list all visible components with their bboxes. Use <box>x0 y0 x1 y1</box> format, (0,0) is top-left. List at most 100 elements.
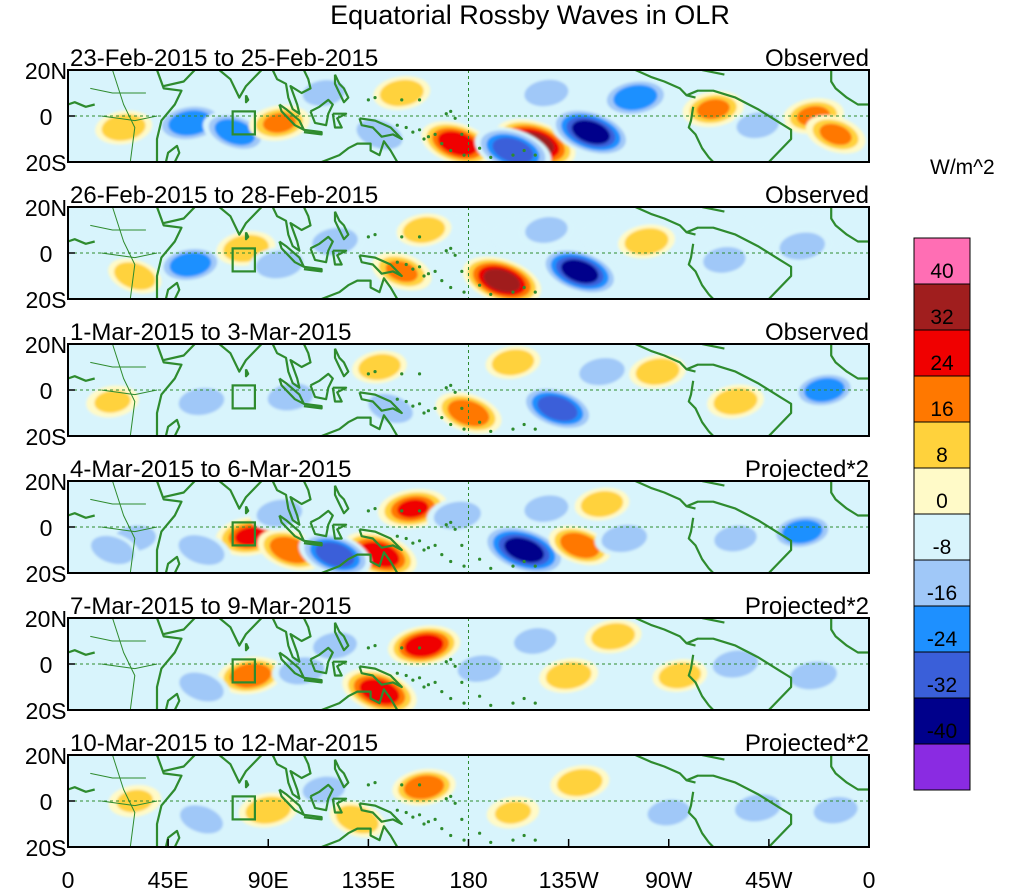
island <box>449 833 453 838</box>
colorbar-box <box>913 559 971 607</box>
coastline <box>164 418 181 436</box>
anomaly-12 <box>594 521 654 556</box>
coastline <box>333 348 350 378</box>
coastline <box>830 207 869 243</box>
island <box>440 690 444 694</box>
panel-label: Projected*2 <box>745 730 869 757</box>
coastline <box>164 555 181 573</box>
coastline <box>218 344 263 373</box>
x-axis: 0 45E 90E 135E 180 135W 90W 45W 0 <box>62 839 875 890</box>
anomaly-contour <box>543 399 572 418</box>
country-border <box>101 252 158 259</box>
island <box>444 797 448 801</box>
coastline <box>163 481 196 499</box>
coastline <box>686 637 793 710</box>
island <box>478 283 482 287</box>
y-tick-label: 20N <box>25 195 67 221</box>
island <box>489 429 493 433</box>
background-anomaly <box>579 660 670 705</box>
index-box <box>231 247 256 273</box>
island <box>417 402 422 406</box>
island <box>462 838 466 842</box>
island <box>433 269 437 273</box>
index-box <box>231 521 256 547</box>
island <box>440 553 444 557</box>
island <box>449 422 453 427</box>
colorbar-tick-label: 32 <box>930 306 953 329</box>
coastline <box>218 481 263 510</box>
country-border <box>90 361 146 368</box>
island <box>533 838 537 842</box>
coastlines <box>68 207 869 299</box>
coastline <box>271 344 312 389</box>
country-border <box>101 526 158 533</box>
anomaly-contour <box>120 266 150 286</box>
coastline <box>686 363 793 436</box>
coastline <box>303 128 323 136</box>
anomaly-5 <box>248 246 310 283</box>
anomaly-9 <box>426 497 488 534</box>
island <box>440 827 444 831</box>
y-tick-label: 0 <box>40 378 53 404</box>
coastline <box>68 101 95 108</box>
anomaly-contour <box>220 122 250 142</box>
island <box>460 269 464 273</box>
anomaly-contour <box>440 505 474 526</box>
index-box <box>231 110 256 136</box>
coastline <box>163 344 196 362</box>
coastline <box>686 226 793 299</box>
coastline <box>830 344 869 380</box>
coastline <box>303 813 323 821</box>
panel-date-range: 23-Feb-2015 to 25-Feb-2015 <box>70 45 378 72</box>
y-tick-label: 20S <box>26 698 67 724</box>
anomaly-9 <box>519 213 574 247</box>
island <box>411 541 415 545</box>
anomaly-contour <box>252 800 285 820</box>
anomaly-8 <box>572 354 632 390</box>
coastline <box>68 238 95 245</box>
island <box>433 406 437 410</box>
island <box>417 265 422 269</box>
panel-5: 20N 0 20S 7-Mar-2015 to 9-Mar-2015 Projected… <box>25 593 870 724</box>
country-border <box>90 772 146 779</box>
coastline <box>244 94 250 104</box>
x-tick-label: 135E <box>342 867 396 890</box>
anomaly-contour <box>520 631 551 651</box>
anomaly-contour <box>497 353 529 372</box>
island <box>511 290 515 294</box>
anomaly-7 <box>171 530 232 570</box>
coastline <box>244 642 250 652</box>
island <box>426 820 431 824</box>
island <box>460 817 464 822</box>
anomaly-contour <box>97 539 128 561</box>
anomaly-7 <box>485 345 541 379</box>
anomaly-4 <box>173 801 230 838</box>
x-tick-label: 90W <box>645 867 693 890</box>
coastline <box>687 243 715 299</box>
country-border <box>90 498 146 505</box>
island <box>395 397 399 401</box>
anomaly-contour <box>235 666 266 685</box>
coastline <box>244 368 250 378</box>
island <box>422 822 426 826</box>
colorbar-box <box>913 697 971 745</box>
anomaly-12 <box>782 657 844 694</box>
colorbar-box <box>913 329 971 377</box>
anomaly-contour <box>586 494 618 514</box>
island <box>422 137 426 141</box>
panel-date-range: 26-Feb-2015 to 28-Feb-2015 <box>70 182 378 209</box>
coastline <box>331 112 348 129</box>
anomaly-contour <box>719 391 752 412</box>
coastline <box>331 797 348 814</box>
panel-label: Observed <box>765 182 869 209</box>
anomaly-contour <box>585 361 619 382</box>
anomaly-9 <box>807 793 865 828</box>
panel-label: Observed <box>765 319 869 346</box>
anomaly-1 <box>462 256 542 299</box>
x-tick-label: 45W <box>745 867 793 890</box>
island <box>417 235 422 239</box>
island <box>522 148 526 153</box>
island <box>444 386 448 390</box>
anomaly-6 <box>550 765 610 801</box>
